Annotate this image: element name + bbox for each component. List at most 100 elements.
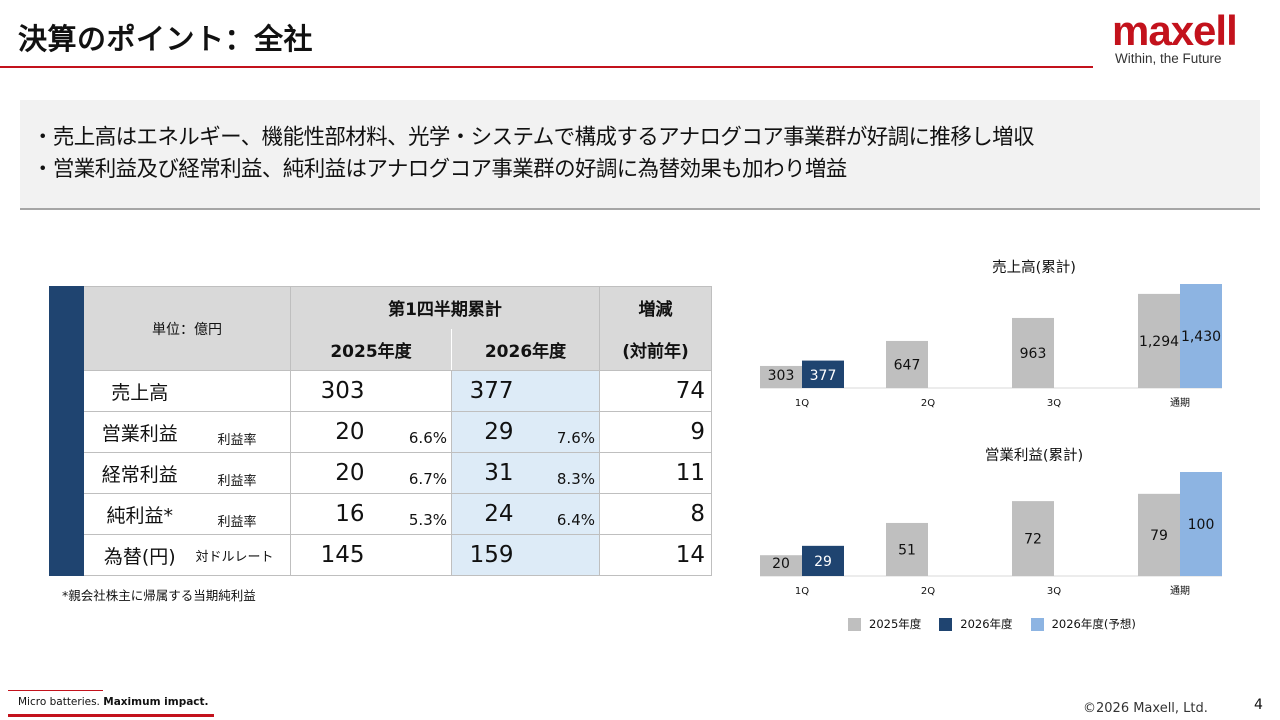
legend-swatch <box>939 617 953 631</box>
year-2025-header: 2025年度 <box>290 328 452 371</box>
table-row: 純利益* 利益率 16 5.3% 24 6.4% 8 <box>50 493 712 535</box>
row-sub-label: 利益率 <box>195 411 291 453</box>
value-2025: 145 <box>290 534 371 576</box>
category-label: 通期 <box>1170 397 1190 409</box>
page-title: 決算のポイント：全社 <box>18 22 314 56</box>
data-label: 1,430 <box>1181 329 1221 345</box>
row-sub-label: 利益率 <box>195 452 291 494</box>
legend-label: 2026年度(予想) <box>1051 617 1136 631</box>
row-label: 売上高 <box>83 370 196 412</box>
value-diff: 9 <box>599 411 712 453</box>
unit-header: 単位：億円 <box>83 286 291 371</box>
row-sub-label: 利益率 <box>195 493 291 535</box>
maxell-logo: maxell Within, the Future <box>1112 8 1270 70</box>
bar <box>802 545 844 576</box>
legend-item: 2026年度(予想) <box>1030 616 1136 632</box>
diff-subheader: (対前年) <box>599 328 712 371</box>
data-label: 51 <box>898 542 916 558</box>
data-label: 100 <box>1188 517 1215 533</box>
value-diff: 74 <box>599 370 712 412</box>
data-label: 963 <box>1020 346 1047 362</box>
data-label: 29 <box>814 554 832 570</box>
legend-label: 2026年度 <box>960 617 1013 631</box>
bar <box>1138 293 1180 388</box>
tagline-top-rule <box>8 690 103 691</box>
bar <box>886 522 928 576</box>
diff-header: 増減 <box>599 286 712 329</box>
bar <box>886 340 928 388</box>
category-label: 1Q <box>795 398 809 409</box>
value-2025: 20 <box>290 411 371 453</box>
category-label: 2Q <box>921 586 935 597</box>
category-label: 3Q <box>1047 586 1061 597</box>
row-sub-label: 対ドルレート <box>195 534 291 576</box>
legend-item: 2025年度 <box>848 616 921 632</box>
value-2026: 159 <box>451 534 520 576</box>
table-row: 売上高 303 377 74 <box>50 370 712 412</box>
pct-2026: 6.4% <box>519 493 600 535</box>
value-diff: 11 <box>599 452 712 494</box>
row-label: 純利益* <box>83 493 196 535</box>
value-2025: 303 <box>290 370 371 412</box>
pct-2026: 8.3% <box>519 452 600 494</box>
value-diff: 14 <box>599 534 712 576</box>
row-label: 営業利益 <box>83 411 196 453</box>
bar <box>760 555 802 576</box>
footer-tagline: Micro batteries. Maximum impact. <box>8 690 214 718</box>
tagline-bottom-rule <box>8 714 214 717</box>
tagline-normal: Micro batteries. <box>18 696 100 708</box>
tagline-text: Micro batteries. Maximum impact. <box>18 696 209 708</box>
bar <box>1180 472 1222 576</box>
pct-2025: 5.3% <box>370 493 452 535</box>
pct-2025: 6.6% <box>370 411 452 453</box>
logo-tagline: Within, the Future <box>1115 51 1222 66</box>
value-diff: 8 <box>599 493 712 535</box>
chart-title: 営業利益(累計) <box>985 447 1083 464</box>
summary-line-2: ・営業利益及び経常利益、純利益はアナログコア事業群の好調に為替効果も加わり増益 <box>32 157 847 182</box>
row-label: 経常利益 <box>83 452 196 494</box>
category-label: 通期 <box>1170 585 1190 597</box>
pct-2025: 6.7% <box>370 452 452 494</box>
row-label: 為替(円) <box>83 534 196 576</box>
value-2026: 31 <box>451 452 520 494</box>
data-label: 1,294 <box>1139 334 1179 350</box>
summary-line-1: ・売上高はエネルギー、機能性部材料、光学・システムで構成するアナログコア事業群が… <box>32 125 1035 150</box>
data-label: 303 <box>768 368 795 384</box>
category-label: 1Q <box>795 586 809 597</box>
data-label: 72 <box>1024 532 1042 548</box>
year-2026-header: 2026年度 <box>451 328 600 371</box>
legend-swatch <box>848 617 861 631</box>
pct-2026 <box>519 370 600 412</box>
value-2026: 24 <box>451 493 520 535</box>
bar <box>1012 317 1054 388</box>
table-row: 営業利益 利益率 20 6.6% 29 7.6% 9 <box>50 411 712 453</box>
data-label: 20 <box>772 556 790 572</box>
category-label: 2Q <box>921 398 935 409</box>
value-2025: 20 <box>290 452 371 494</box>
tagline-bold: Maximum impact. <box>103 696 209 708</box>
pct-2026: 7.6% <box>519 411 600 453</box>
bar <box>1012 501 1054 576</box>
row-sub-label <box>195 370 291 412</box>
category-label: 3Q <box>1047 398 1061 409</box>
value-2026: 377 <box>451 370 520 412</box>
value-2025: 16 <box>290 493 371 535</box>
copyright: ©2026 Maxell, Ltd. <box>1083 701 1208 716</box>
pct-2025 <box>370 370 452 412</box>
bar <box>1180 284 1222 388</box>
financial-table: 単位：億円 第1四半期累計 増減 2025年度 2026年度 (対前年) 売上高… <box>49 286 712 576</box>
data-label: 647 <box>894 357 921 373</box>
table-accent-bar <box>49 286 84 576</box>
pct-2026 <box>519 534 600 576</box>
table-row: 為替(円) 対ドルレート 145 159 14 <box>50 534 712 576</box>
sales-chart: 売上高(累計) 1Q 303 377 2Q 647 3Q 963 通期 1,294 1,430 <box>760 259 1222 409</box>
bar <box>760 365 802 388</box>
page-number: 4 <box>1254 697 1263 713</box>
pct-2025 <box>370 534 452 576</box>
bar <box>1138 493 1180 576</box>
legend-label: 2025年度 <box>869 617 922 631</box>
legend-item: 2026年度 <box>939 616 1013 632</box>
title-divider <box>0 66 1093 68</box>
table-footnote: *親会社株主に帰属する当期純利益 <box>62 588 256 603</box>
value-2026: 29 <box>451 411 520 453</box>
